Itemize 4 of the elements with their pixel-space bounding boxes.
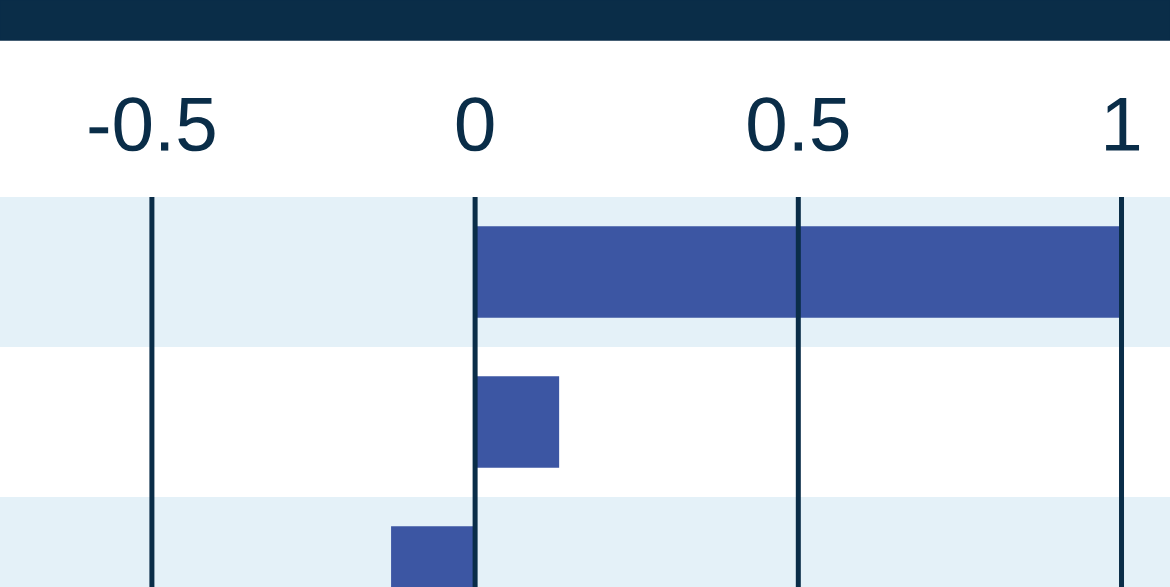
x-tick-label: 0 bbox=[456, 97, 494, 152]
x-tick-label: 0.5 bbox=[748, 97, 849, 152]
x-tick-label: -0.5 bbox=[89, 97, 215, 152]
x-tick-label: 1 bbox=[1106, 98, 1140, 151]
